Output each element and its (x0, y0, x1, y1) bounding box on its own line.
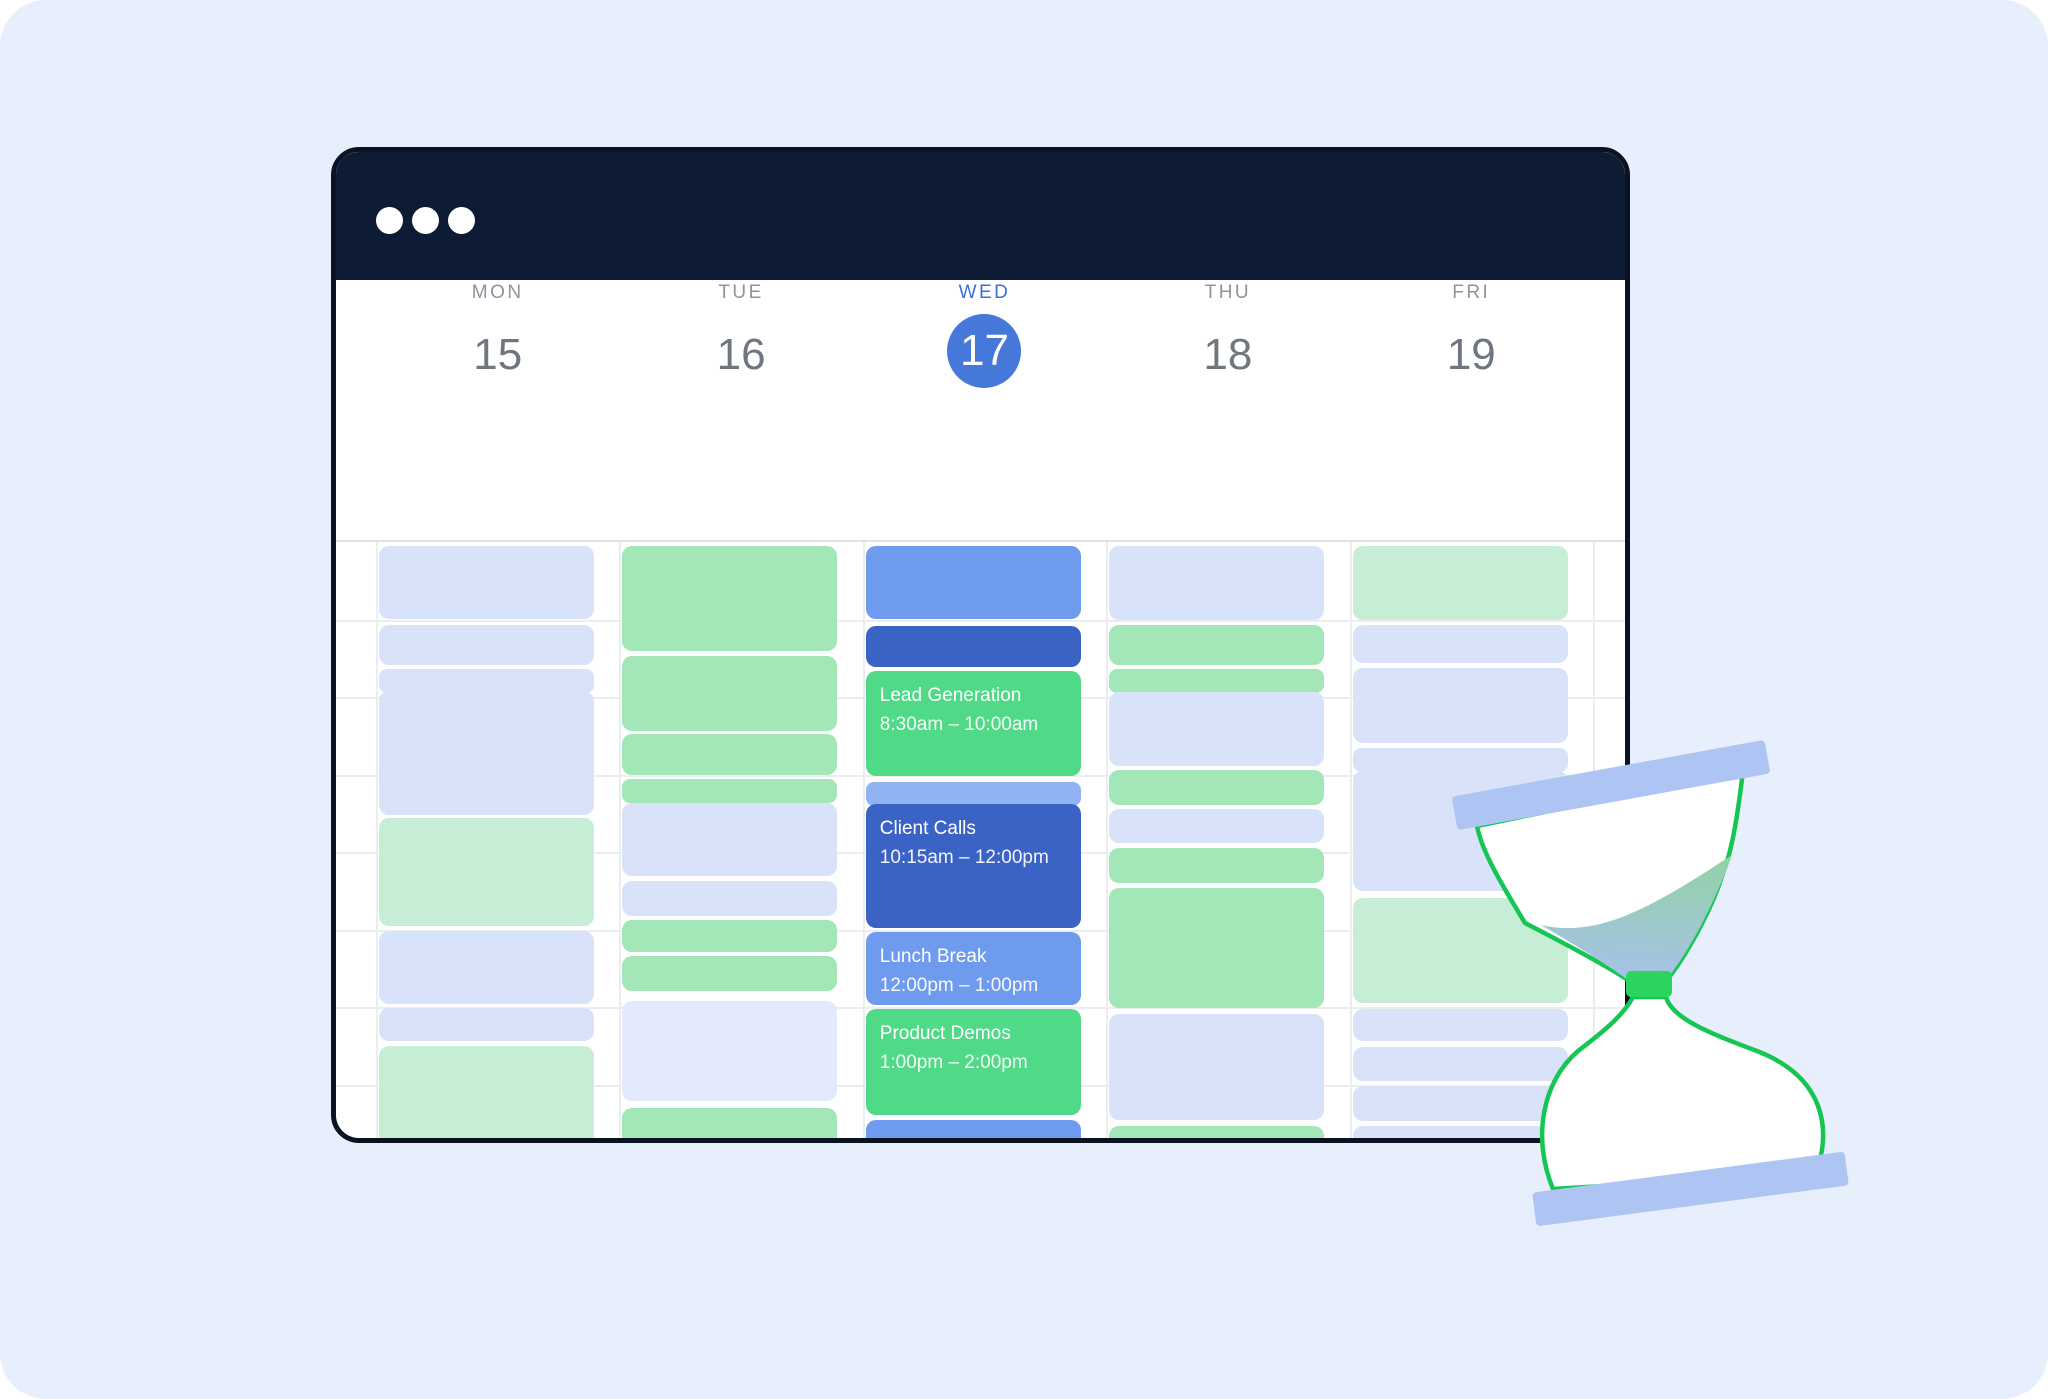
day-name-label: MON (471, 282, 524, 303)
event-client-calls[interactable]: Client Calls 10:15am – 12:00pm (865, 804, 1081, 928)
event-product-demos[interactable]: Product Demos 1:00pm – 2:00pm (865, 1009, 1081, 1115)
event-block[interactable] (622, 734, 838, 775)
calendar-week-view: MON 15 TUE 16 WED 17 Lead Generation 8:30am – 1… (336, 280, 1625, 1138)
event-block[interactable] (1109, 692, 1325, 766)
event-block[interactable] (1352, 1009, 1568, 1041)
event-block[interactable] (865, 1120, 1081, 1138)
day-header-mon[interactable]: MON 15 (376, 280, 619, 410)
event-block[interactable] (1109, 848, 1325, 883)
event-block[interactable] (1109, 809, 1325, 843)
grid-line-vertical (1349, 542, 1352, 1138)
grid-line-horizontal (336, 540, 1625, 542)
day-number-label: 19 (1446, 330, 1496, 379)
day-header-thu[interactable]: THU 18 (1106, 280, 1349, 410)
event-block[interactable] (1352, 668, 1568, 743)
hourglass-illustration (1452, 740, 1849, 1226)
window-dot-icon[interactable] (376, 207, 403, 234)
event-time: 8:30am – 10:00am (879, 714, 1039, 735)
window-dot-icon[interactable] (412, 207, 439, 234)
event-block[interactable] (379, 546, 594, 619)
event-block[interactable] (379, 669, 594, 693)
event-block[interactable] (622, 881, 838, 916)
grid-line-vertical (1106, 542, 1109, 1138)
event-block[interactable] (622, 779, 838, 803)
event-title: Client Calls (879, 818, 976, 839)
grid-line-horizontal (336, 775, 1625, 777)
event-block[interactable] (379, 931, 594, 1004)
grid-line-horizontal (336, 930, 1625, 932)
event-block[interactable] (622, 803, 838, 876)
event-block[interactable] (865, 546, 1081, 619)
event-block[interactable] (1352, 1086, 1568, 1121)
event-block[interactable] (379, 1008, 594, 1041)
event-block[interactable] (622, 1108, 838, 1138)
event-title: Lunch Break (879, 946, 987, 967)
event-block[interactable] (379, 625, 594, 665)
event-block[interactable] (622, 546, 838, 651)
event-block[interactable] (1109, 770, 1325, 805)
event-block[interactable] (1109, 1014, 1325, 1120)
event-time: 12:00pm – 1:00pm (879, 975, 1039, 996)
event-block[interactable] (1109, 625, 1325, 665)
day-name-label: THU (1204, 282, 1252, 303)
event-block[interactable] (1352, 1126, 1568, 1138)
event-block[interactable] (1109, 669, 1325, 693)
grid-line-horizontal (336, 620, 1625, 622)
window-titlebar (336, 152, 1625, 280)
day-number-label: 16 (716, 330, 766, 379)
day-name-label: WED (958, 282, 1011, 303)
event-block[interactable] (1352, 748, 1568, 772)
day-header-wed[interactable]: WED 17 (863, 280, 1106, 410)
day-header-fri[interactable]: FRI 19 (1350, 280, 1593, 410)
day-header-tue[interactable]: TUE 16 (619, 280, 862, 410)
hourglass-neck (1626, 971, 1672, 997)
hourglass-sand (1541, 855, 1732, 980)
window-dot-icon[interactable] (448, 207, 475, 234)
day-number-label: 18 (1203, 330, 1253, 379)
hourglass-bottom-cap (1532, 1152, 1849, 1226)
event-block[interactable] (622, 1001, 838, 1101)
browser-window: MON 15 TUE 16 WED 17 Lead Generation 8:30am – 1… (331, 147, 1630, 1143)
day-number-label: 15 (473, 330, 523, 379)
active-day-circle[interactable]: 17 (947, 314, 1022, 388)
event-block[interactable] (379, 1046, 594, 1138)
event-lead-generation[interactable]: Lead Generation 8:30am – 10:00am (865, 671, 1081, 776)
event-block[interactable] (1109, 1126, 1325, 1138)
grid-line-horizontal (336, 1007, 1625, 1009)
event-time: 1:00pm – 2:00pm (879, 1052, 1028, 1073)
event-block[interactable] (379, 691, 594, 815)
event-lunch-break[interactable]: Lunch Break 12:00pm – 1:00pm (865, 932, 1081, 1005)
event-block[interactable] (379, 818, 594, 926)
day-name-label: TUE (718, 282, 764, 303)
day-number-label: 17 (960, 326, 1009, 375)
grid-line-vertical (862, 542, 865, 1138)
event-time: 10:15am – 12:00pm (879, 847, 1049, 868)
grid-line-vertical (376, 542, 378, 1138)
event-block[interactable] (622, 956, 838, 991)
event-block[interactable] (1352, 1047, 1568, 1081)
event-block[interactable] (1109, 888, 1325, 1008)
event-block[interactable] (622, 656, 838, 731)
event-title: Lead Generation (879, 685, 1022, 706)
event-block[interactable] (622, 920, 838, 952)
hourglass-top-cap (1452, 740, 1770, 830)
event-block[interactable] (1352, 546, 1568, 620)
grid-line-vertical (619, 542, 622, 1138)
event-block[interactable] (1109, 546, 1325, 620)
event-block[interactable] (1352, 625, 1568, 663)
event-title: Product Demos (879, 1023, 1011, 1044)
event-block[interactable] (865, 782, 1081, 806)
event-block[interactable] (865, 626, 1081, 667)
day-name-label: FRI (1452, 282, 1491, 303)
